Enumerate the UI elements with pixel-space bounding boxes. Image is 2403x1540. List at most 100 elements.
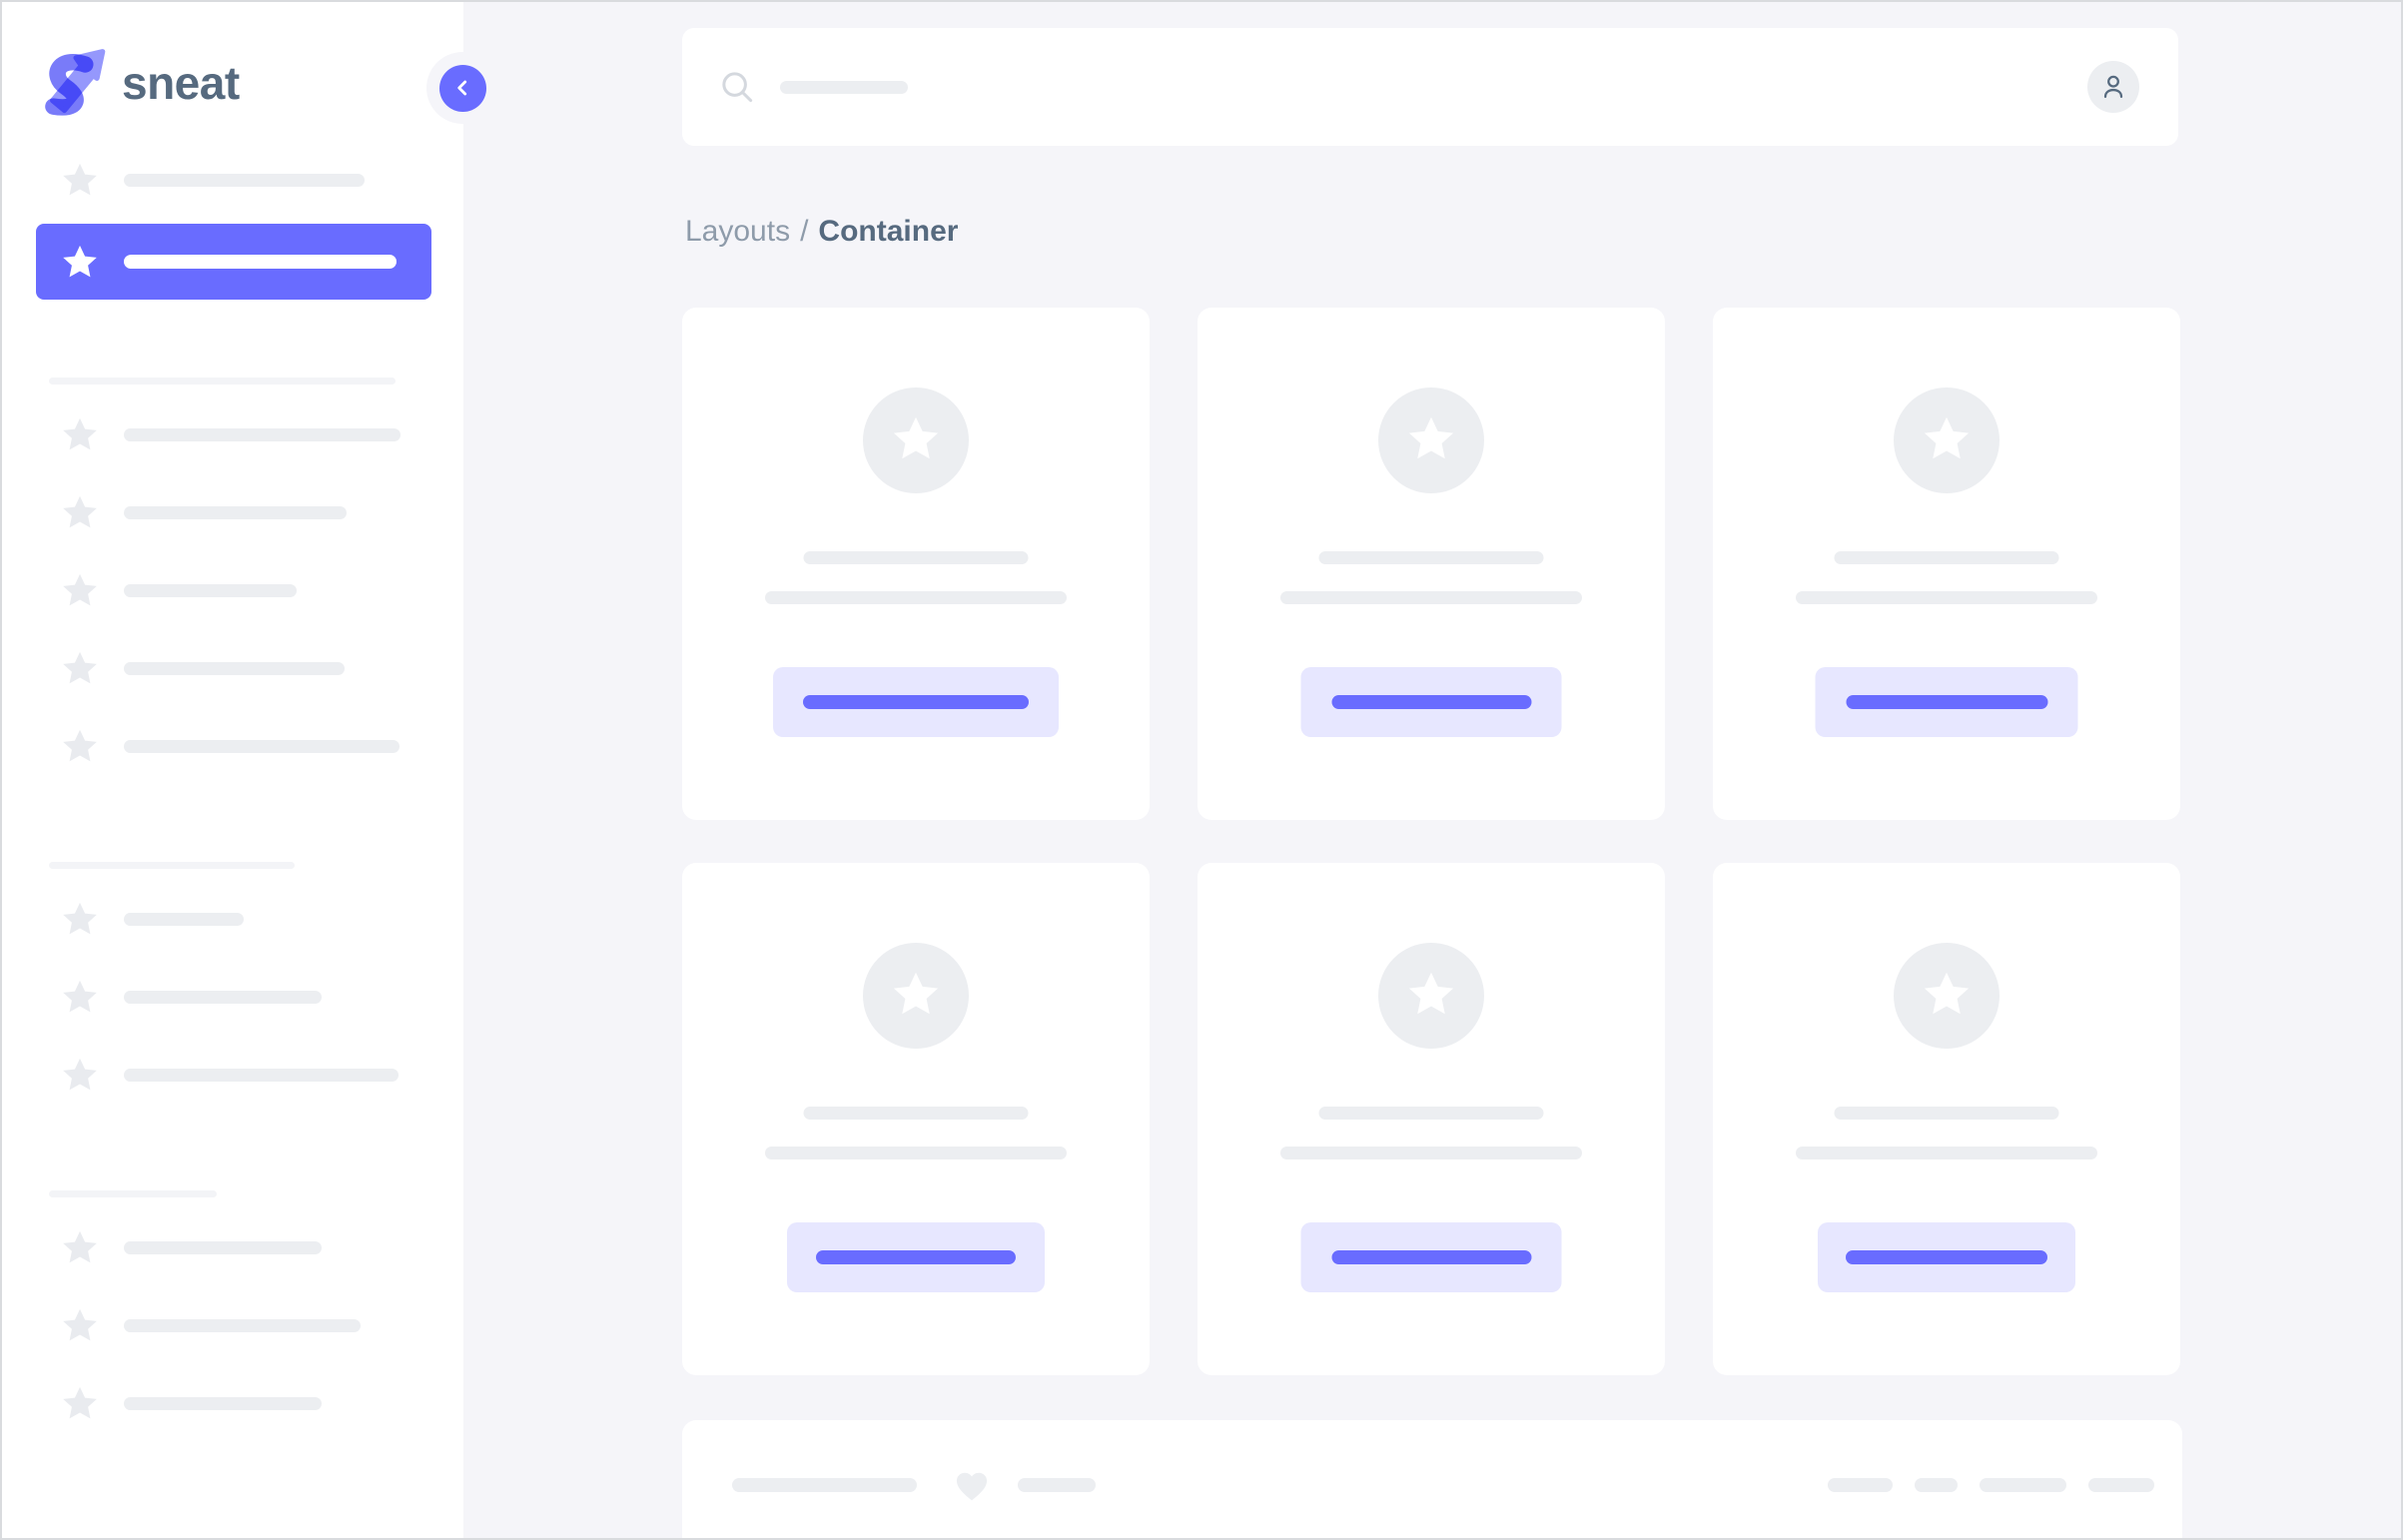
text-skeleton-line: [1834, 551, 2059, 564]
menu-label-skeleton: [124, 173, 365, 187]
sidebar-item[interactable]: [36, 396, 431, 472]
star-icon: [1922, 413, 1972, 468]
star-icon: [61, 1306, 99, 1344]
card-action-button[interactable]: [1300, 667, 1562, 737]
pager-pill[interactable]: [1980, 1478, 2066, 1492]
card-action-button[interactable]: [1300, 1222, 1562, 1292]
breadcrumb-current: Container: [818, 215, 959, 248]
card-action-button[interactable]: [773, 667, 1059, 737]
star-icon: [61, 649, 99, 687]
sidebar: sneat: [2, 2, 498, 1538]
text-skeleton-line: [1834, 1107, 2059, 1120]
top-navbar: [682, 28, 2178, 146]
menu-label-skeleton: [124, 255, 397, 269]
menu-label-skeleton: [124, 583, 297, 597]
sidebar-section-divider: [49, 862, 295, 869]
sidebar-item[interactable]: [36, 1365, 431, 1441]
sidebar-item[interactable]: [36, 1209, 431, 1285]
text-skeleton-line: [1796, 591, 2097, 604]
sneat-logo-icon: [42, 46, 108, 120]
card-action-button[interactable]: [787, 1222, 1045, 1292]
content-card: [682, 863, 1150, 1375]
text-skeleton-line: [1318, 551, 1544, 564]
star-icon: [1406, 969, 1456, 1024]
text-skeleton-line: [803, 1107, 1029, 1120]
text-skeleton-line: [1796, 1147, 2097, 1159]
brand[interactable]: sneat: [2, 2, 463, 120]
avatar-placeholder: [1894, 387, 2000, 493]
button-label-skeleton: [1331, 1250, 1531, 1264]
button-label-skeleton: [803, 695, 1029, 709]
star-icon: [61, 1228, 99, 1266]
bottom-list-card: [682, 1420, 2182, 1538]
button-label-skeleton: [1331, 695, 1531, 709]
sidebar-item[interactable]: [36, 708, 431, 784]
text-skeleton-line: [765, 1147, 1067, 1159]
star-icon: [1922, 969, 1972, 1024]
breadcrumb-section[interactable]: Layouts: [685, 215, 791, 248]
chevron-left-icon: [438, 64, 486, 112]
menu-label-skeleton: [124, 1318, 361, 1332]
search-icon: [718, 68, 756, 106]
menu-label-skeleton: [124, 661, 345, 675]
sidebar-item[interactable]: [36, 1287, 431, 1363]
content-card: [1713, 308, 2180, 820]
star-icon: [61, 1384, 99, 1422]
sidebar-section-divider: [49, 378, 396, 385]
breadcrumb: Layouts / Container: [685, 212, 958, 252]
avatar-placeholder: [1894, 943, 2000, 1049]
menu-label-skeleton: [124, 990, 322, 1004]
sidebar-section-divider: [49, 1190, 217, 1197]
star-icon: [61, 415, 99, 453]
star-icon: [891, 413, 941, 468]
star-icon: [1406, 413, 1456, 468]
avatar-placeholder: [1378, 387, 1484, 493]
card-action-button[interactable]: [1818, 1222, 2075, 1292]
menu-label-skeleton: [124, 505, 347, 519]
user-icon: [2103, 75, 2123, 98]
main-content-area: Layouts / Container: [463, 2, 2401, 1538]
menu-label-skeleton: [124, 1240, 322, 1254]
search-input[interactable]: [718, 28, 2087, 146]
button-label-skeleton: [816, 1250, 1016, 1264]
content-card: [1198, 308, 1665, 820]
content-card: [682, 308, 1150, 820]
sidebar-item[interactable]: [36, 881, 431, 957]
sidebar-collapse-button[interactable]: [426, 52, 498, 124]
brand-wordmark[interactable]: sneat: [122, 57, 240, 109]
sidebar-item[interactable]: [36, 552, 431, 628]
sidebar-item[interactable]: [36, 630, 431, 706]
user-avatar-button[interactable]: [2087, 61, 2139, 113]
sidebar-item[interactable]: [36, 1037, 431, 1113]
star-icon: [61, 727, 99, 765]
search-placeholder-skeleton: [780, 80, 908, 94]
pager-pill[interactable]: [1828, 1478, 1893, 1492]
star-icon: [61, 571, 99, 609]
avatar-placeholder: [1378, 943, 1484, 1049]
heart-icon[interactable]: [950, 1464, 994, 1506]
sidebar-item-active[interactable]: [36, 224, 431, 300]
pagination-skeleton: [1806, 1478, 2154, 1492]
text-skeleton-line: [1318, 1107, 1544, 1120]
menu-label-skeleton: [124, 1396, 322, 1410]
button-label-skeleton: [1846, 695, 2047, 709]
text-skeleton-line: [1280, 1147, 1582, 1159]
sidebar-item[interactable]: [36, 959, 431, 1035]
menu-label-skeleton: [124, 427, 400, 441]
menu-label-skeleton: [124, 1068, 399, 1082]
pager-pill[interactable]: [1915, 1478, 1958, 1492]
text-skeleton-line: [1280, 591, 1582, 604]
text-skeleton-line: [732, 1478, 917, 1492]
pager-pill[interactable]: [2088, 1478, 2154, 1492]
sidebar-item[interactable]: [36, 142, 431, 218]
text-skeleton-line: [765, 591, 1067, 604]
card-action-button[interactable]: [1815, 667, 2078, 737]
avatar-placeholder: [863, 943, 969, 1049]
star-icon: [61, 1056, 99, 1094]
content-card: [1713, 863, 2180, 1375]
star-icon: [61, 161, 99, 199]
star-icon: [891, 969, 941, 1024]
sidebar-item[interactable]: [36, 474, 431, 550]
star-icon: [61, 900, 99, 938]
